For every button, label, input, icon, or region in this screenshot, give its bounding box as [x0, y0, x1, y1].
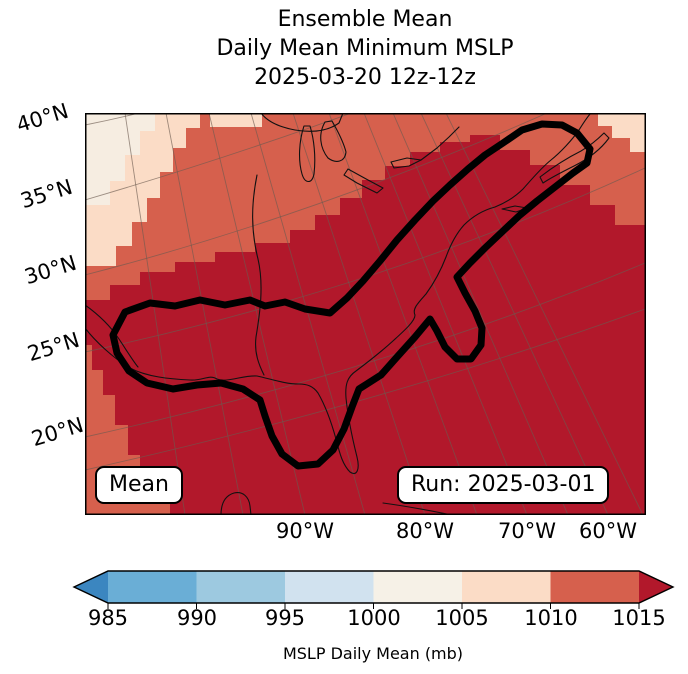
lake-huron — [320, 120, 347, 162]
graticule-meridian — [124, 113, 186, 515]
graticule-parallel — [85, 167, 646, 353]
coastline-nova-scotia — [539, 132, 610, 184]
run-annotation-box: Run: 2025-03-01 — [397, 466, 610, 504]
coastlines — [85, 113, 610, 515]
cb-tick-1000: 1000 — [347, 606, 401, 630]
colorbar-right-arrow — [639, 571, 673, 603]
colorbar — [72, 570, 675, 609]
colorbar-segment-990-995 — [196, 571, 285, 603]
cb-tick-1005: 1005 — [435, 606, 489, 630]
figure-title: Ensemble Mean Daily Mean Minimum MSLP 20… — [40, 5, 688, 92]
cb-tick-1010: 1010 — [524, 606, 578, 630]
colorbar-label: MSLP Daily Mean (mb) — [282, 644, 464, 663]
lake-ontario — [390, 157, 422, 169]
graticule-parallel — [85, 113, 353, 201]
cb-tick-985: 985 — [87, 606, 129, 630]
axes-frame — [85, 113, 646, 515]
mean-annotation-box: Mean — [95, 466, 183, 504]
map-fill-1005-1010-top-patch — [210, 113, 262, 127]
lake-michigan — [299, 125, 316, 183]
colorbar-segment-1000-1005 — [373, 571, 462, 603]
coastline-yucatan — [220, 492, 252, 515]
map-fill-1000-1005-nw-corner — [85, 113, 155, 205]
colorbar-segment-1010-1015 — [550, 571, 639, 603]
mslp-map — [85, 113, 646, 515]
lat-label-30n: 30°N — [21, 250, 80, 290]
graticule-parallel — [85, 113, 549, 276]
lat-label-40n: 40°N — [13, 98, 72, 138]
lon-label-70w: 70°W — [498, 519, 556, 543]
graticule-meridian — [250, 113, 366, 515]
mississippi-river — [252, 174, 265, 376]
colorbar-segment-1005-1010 — [462, 571, 551, 603]
graticule-meridian — [392, 113, 569, 515]
graticule-parallel — [85, 308, 646, 471]
lake-erie — [343, 168, 384, 194]
graticule-meridian — [165, 113, 244, 515]
lon-label-60w: 60°W — [579, 519, 637, 543]
colorbar-ticks-marks — [107, 603, 640, 609]
graticule — [85, 113, 646, 515]
coastline-gulf-atlantic — [85, 113, 592, 475]
map-fill-1005-1010-ne-corner — [598, 113, 646, 152]
lake-superior — [260, 113, 344, 132]
rio-grande-river — [85, 304, 139, 368]
lat-label-35n: 35°N — [17, 174, 76, 214]
graticule-meridian — [292, 113, 426, 515]
colorbar-left-arrow — [74, 571, 108, 603]
lat-label-20n: 20°N — [28, 412, 87, 452]
cb-tick-995: 995 — [264, 606, 306, 630]
graticule-meridian — [208, 113, 306, 515]
colorbar-segment-995-1000 — [285, 571, 374, 603]
lon-label-90w: 90°W — [276, 519, 334, 543]
highlight-contour — [109, 120, 594, 470]
graticule-meridian — [363, 113, 528, 515]
lat-label-25n: 25°N — [24, 327, 83, 367]
title-line-2: Daily Mean Minimum MSLP — [216, 36, 514, 61]
st-lawrence-river — [420, 126, 460, 161]
lon-label-80w: 80°W — [396, 519, 454, 543]
graticule-meridian — [328, 113, 478, 515]
colorbar-segment-985-990 — [108, 571, 197, 603]
graticule-meridian — [445, 113, 644, 515]
cb-tick-990: 990 — [176, 606, 218, 630]
title-line-1: Ensemble Mean — [277, 7, 453, 32]
cb-tick-1015: 1015 — [612, 606, 666, 630]
title-line-3: 2025-03-20 12z-12z — [254, 65, 476, 90]
